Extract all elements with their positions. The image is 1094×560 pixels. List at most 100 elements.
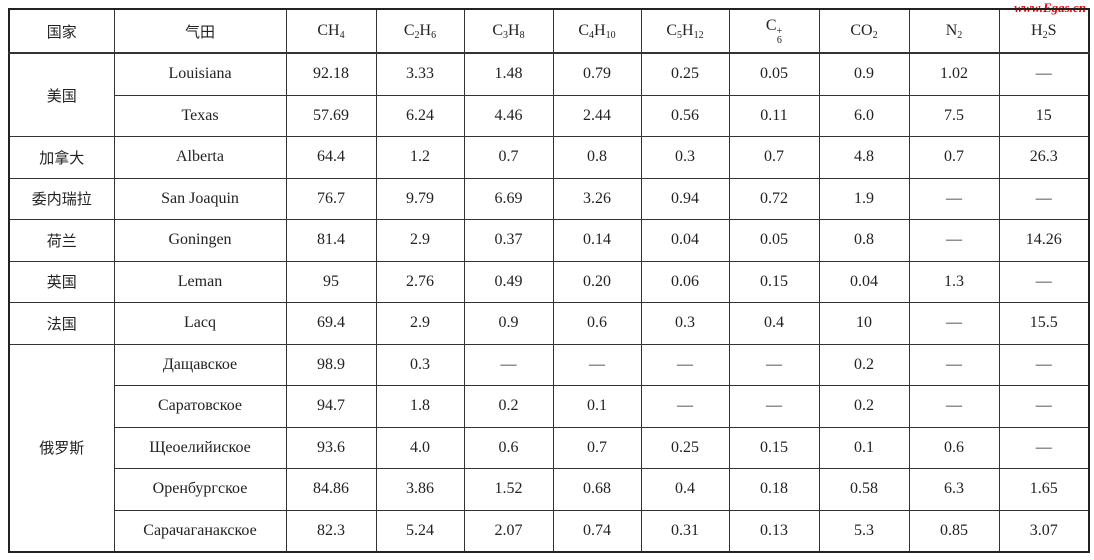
header-text: 10: [605, 29, 616, 41]
column-header: C +6: [728, 8, 820, 54]
column-header: 国家: [8, 8, 115, 54]
value-cell: —: [908, 343, 1000, 386]
value-cell: 2.9: [375, 219, 465, 262]
value-cell: 64.4: [285, 136, 377, 179]
field-name-cell: Щеоелийиское: [113, 426, 287, 469]
header-text: H: [419, 21, 432, 39]
table-row: Texas 57.69 6.24 4.46 2.44 0.56 0.11 6.0 7.5 15: [9, 94, 1090, 137]
value-cell: 6.3: [908, 468, 1000, 511]
value-cell: 82.3: [285, 509, 377, 553]
country-cell: 加拿大: [8, 136, 115, 179]
value-cell: 0.6: [463, 426, 554, 469]
value-cell: 0.8: [818, 219, 910, 262]
gas-composition-table: 国家 气田 CH4 C2H6 C3H8 C4H10 C5H12 C +6 CO2 N2 H2S 美国 L…: [8, 8, 1090, 553]
value-cell: 0.72: [728, 177, 820, 220]
value-cell: 0.9: [818, 52, 910, 96]
column-header: C3H8: [463, 8, 554, 54]
value-cell: —: [640, 385, 730, 428]
value-cell: 0.7: [552, 426, 642, 469]
value-cell: 0.49: [463, 260, 554, 303]
value-cell: —: [552, 343, 642, 386]
value-cell: 94.7: [285, 385, 377, 428]
value-cell: —: [998, 426, 1090, 469]
value-cell: 2.44: [552, 94, 642, 137]
value-cell: 0.04: [818, 260, 910, 303]
value-cell: 26.3: [998, 136, 1090, 179]
field-name-cell: Leman: [113, 260, 287, 303]
field-name-cell: Оренбургское: [113, 468, 287, 511]
value-cell: 92.18: [285, 52, 377, 96]
column-header: C2H6: [375, 8, 465, 54]
value-cell: 0.1: [552, 385, 642, 428]
field-name-cell: Texas: [113, 94, 287, 137]
country-cell: 俄罗斯: [8, 343, 115, 553]
value-cell: —: [998, 52, 1090, 96]
header-text: 6: [431, 29, 437, 41]
value-cell: 0.3: [375, 343, 465, 386]
value-cell: 0.18: [728, 468, 820, 511]
header-text: 气田: [184, 22, 215, 41]
value-cell: —: [998, 177, 1090, 220]
column-header: CH4: [285, 8, 377, 54]
value-cell: 7.5: [908, 94, 1000, 137]
table-row: 加拿大 Alberta 64.4 1.2 0.7 0.8 0.3 0.7 4.8 0.7 26.3: [8, 136, 1090, 179]
value-cell: —: [908, 219, 1000, 262]
value-cell: 93.6: [285, 426, 377, 469]
value-cell: 0.14: [552, 219, 642, 262]
country-cell: 法国: [8, 302, 115, 345]
header-text: C: [666, 21, 678, 39]
value-cell: —: [908, 177, 1000, 220]
column-header: C4H10: [552, 8, 642, 54]
field-name-cell: Дащавское: [113, 343, 287, 386]
field-name-cell: Сарачаганакское: [113, 509, 287, 553]
value-cell: 1.48: [463, 52, 554, 96]
table-row: Оренбургское 84.86 3.86 1.52 0.68 0.4 0.18 0.58…: [9, 468, 1090, 511]
value-cell: 0.3: [640, 302, 730, 345]
value-cell: 0.3: [640, 136, 730, 179]
value-cell: 4.8: [818, 136, 910, 179]
value-cell: 3.86: [375, 468, 465, 511]
value-cell: 0.9: [463, 302, 554, 345]
value-cell: —: [998, 260, 1090, 303]
value-cell: 3.26: [552, 177, 642, 220]
value-cell: 76.7: [285, 177, 377, 220]
value-cell: 0.94: [640, 177, 730, 220]
value-cell: 6.24: [375, 94, 465, 137]
value-cell: 0.8: [552, 136, 642, 179]
value-cell: 57.69: [285, 94, 377, 137]
value-cell: 84.86: [285, 468, 377, 511]
value-cell: 3.07: [998, 509, 1090, 553]
value-cell: 0.6: [552, 302, 642, 345]
value-cell: 9.79: [375, 177, 465, 220]
value-cell: 0.6: [908, 426, 1000, 469]
value-cell: 0.58: [818, 468, 910, 511]
value-cell: 0.31: [640, 509, 730, 553]
value-cell: —: [908, 385, 1000, 428]
value-cell: 1.2: [375, 136, 465, 179]
header-text: 2: [957, 29, 963, 41]
value-cell: 1.8: [375, 385, 465, 428]
field-name-cell: Саратовское: [113, 385, 287, 428]
value-cell: 15.5: [998, 302, 1090, 345]
value-cell: 0.85: [908, 509, 1000, 553]
value-cell: 0.7: [463, 136, 554, 179]
value-cell: 0.7: [728, 136, 820, 179]
value-cell: 0.4: [640, 468, 730, 511]
value-cell: 0.56: [640, 94, 730, 137]
value-cell: 0.2: [463, 385, 554, 428]
table-row: 法国 Lacq 69.4 2.9 0.9 0.6 0.3 0.4 10—15.5: [8, 302, 1090, 345]
header-text: C: [403, 21, 415, 39]
header-text: 4: [339, 29, 345, 41]
field-name-cell: Alberta: [113, 136, 287, 179]
table-row: 荷兰 Goningen 81.4 2.9 0.37 0.14 0.04 0.05 0.8—14.…: [8, 219, 1090, 262]
header-text: 2: [414, 29, 420, 41]
value-cell: 0.13: [728, 509, 820, 553]
field-name-cell: Louisiana: [113, 52, 287, 96]
value-cell: 0.2: [818, 385, 910, 428]
column-header: C5H12: [640, 8, 730, 54]
field-name-cell: Goningen: [113, 219, 287, 262]
table-row: Сарачаганакское 82.3 5.24 2.07 0.74 0.31 0.13 5…: [9, 509, 1090, 553]
value-cell: 6.0: [818, 94, 910, 137]
value-cell: 2.9: [375, 302, 465, 345]
header-text: CO: [850, 21, 873, 39]
